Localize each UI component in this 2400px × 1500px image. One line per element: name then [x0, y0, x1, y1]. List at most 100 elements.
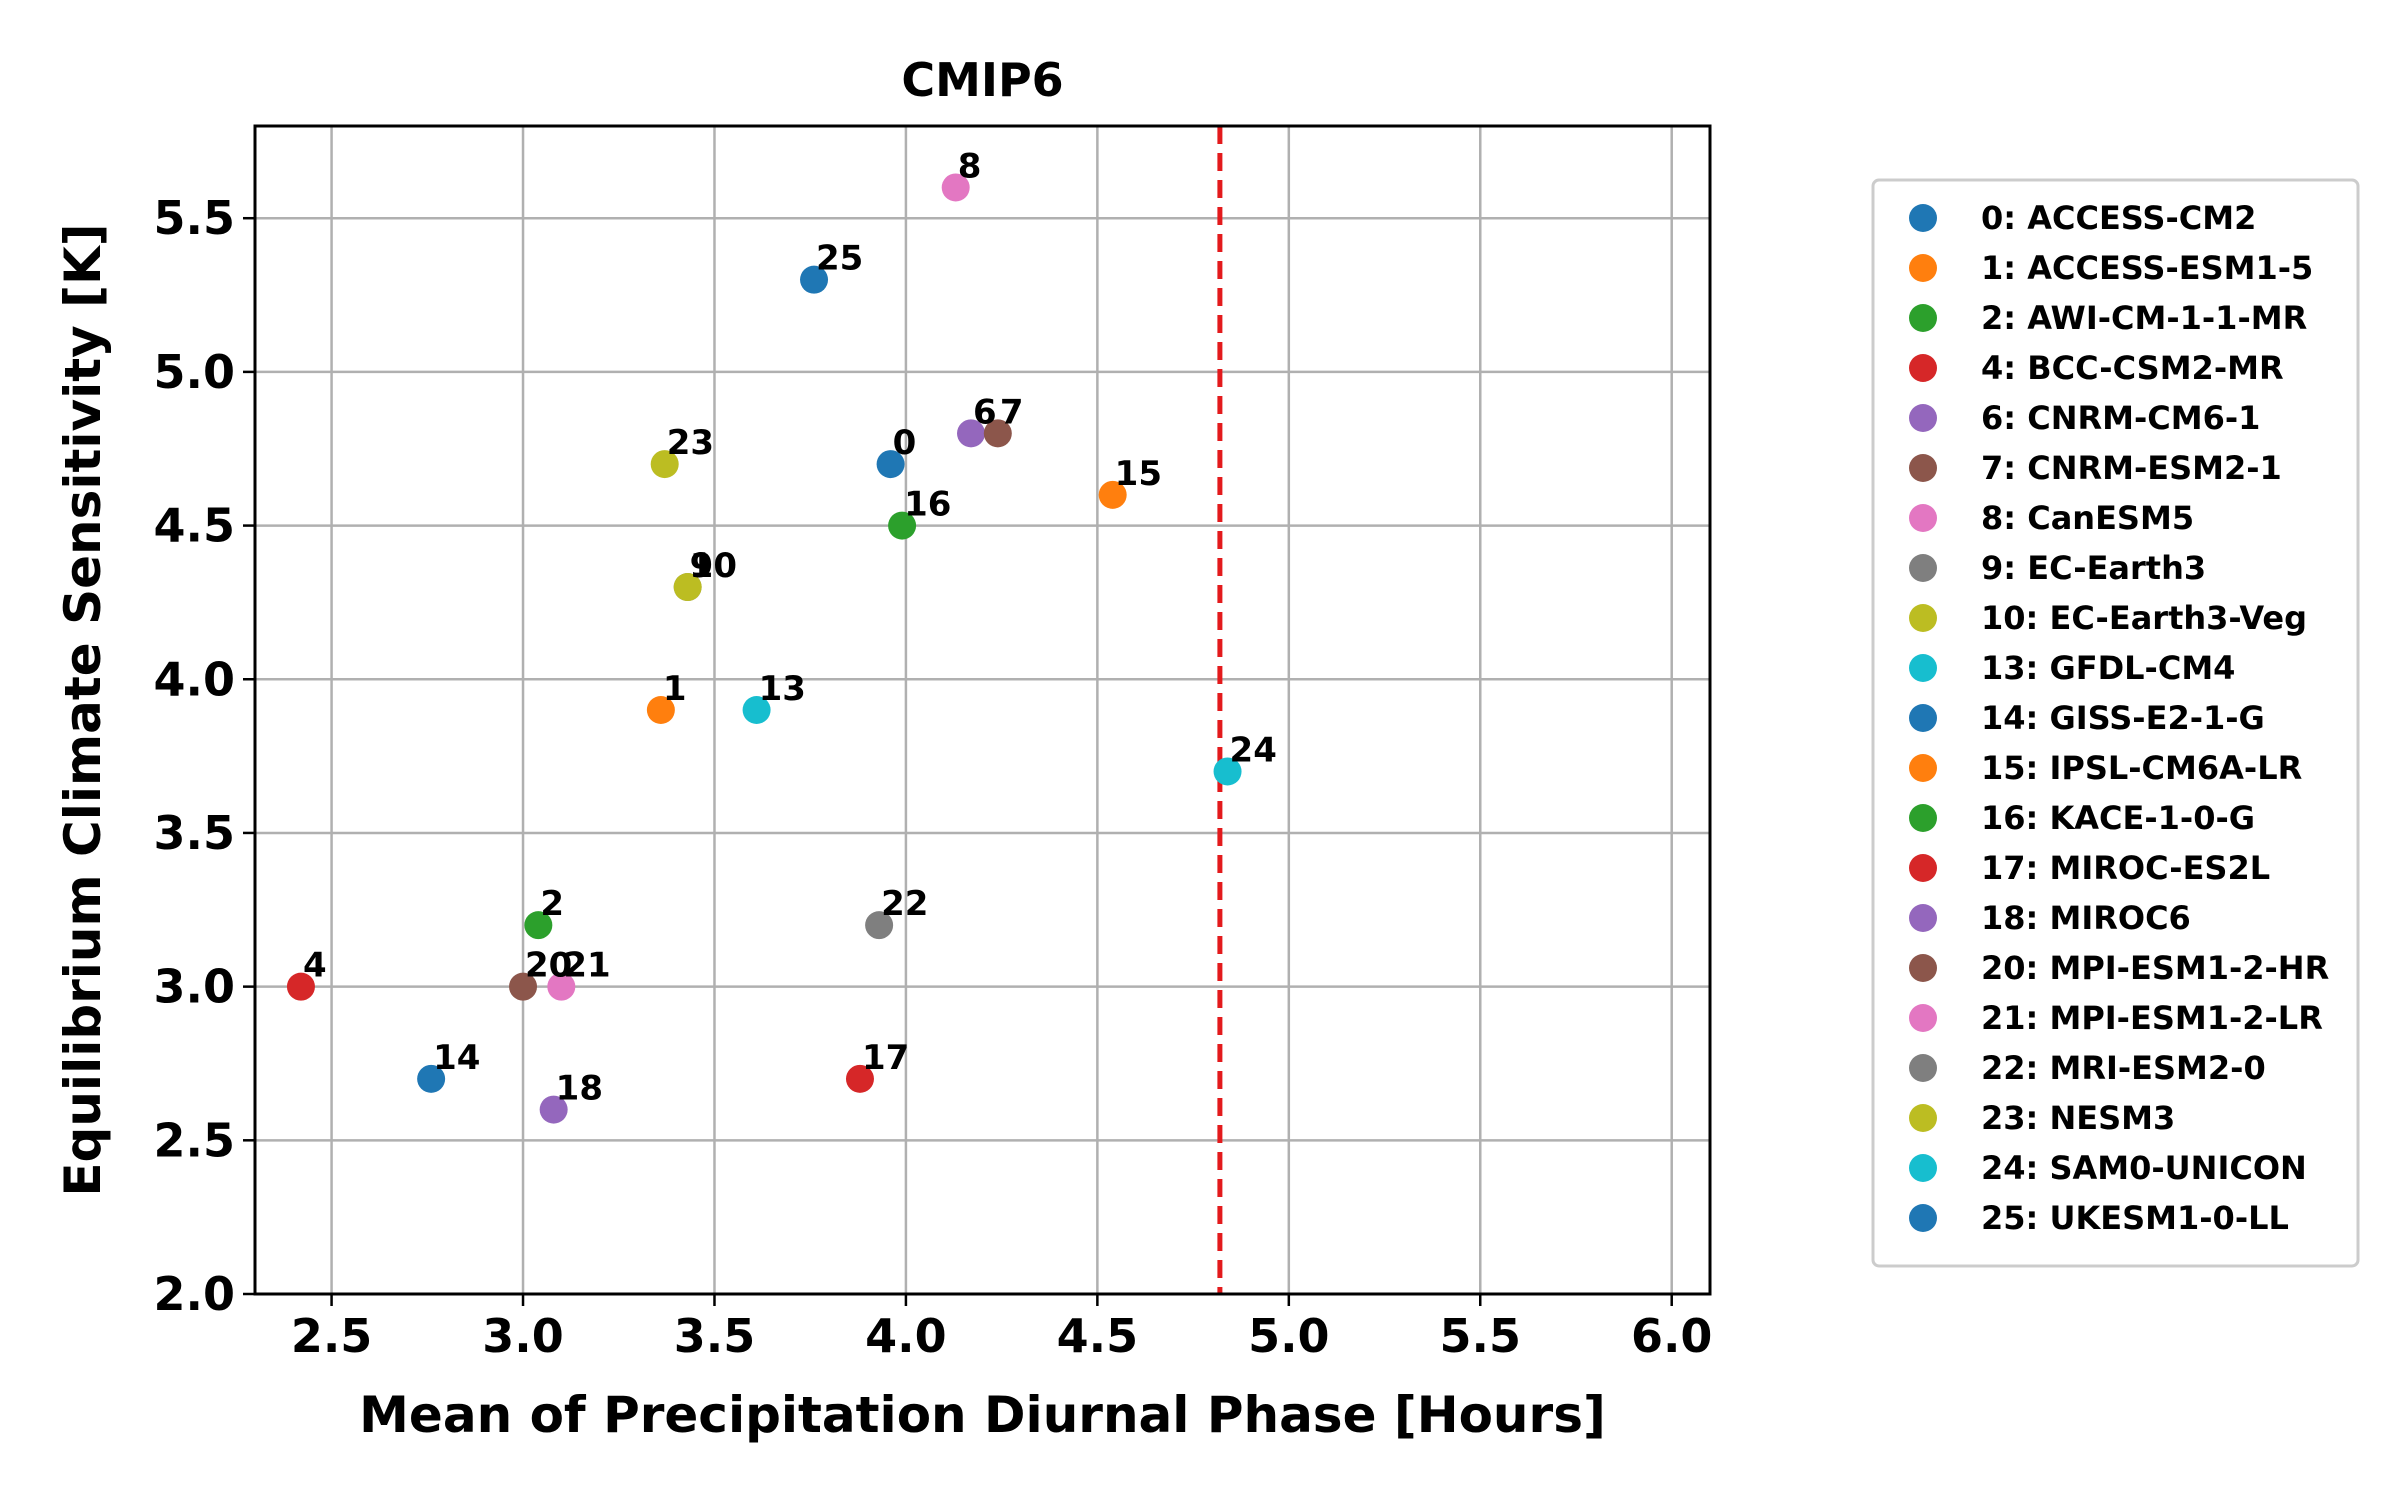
legend-entry-1: 1: ACCESS-ESM1-5: [1981, 249, 2313, 287]
point-label-7: 7: [1000, 392, 1024, 432]
legend-marker-18: [1909, 904, 1937, 932]
data-point-25: [800, 265, 829, 294]
legend-entry-6: 6: CNRM-CM6-1: [1981, 399, 2260, 437]
legend-entry-20: 20: MPI-ESM1-2-HR: [1981, 949, 2329, 987]
legend-entry-8: 8: CanESM5: [1981, 499, 2194, 537]
legend-entry-16: 16: KACE-1-0-G: [1981, 799, 2255, 837]
data-point-10: [673, 573, 702, 602]
legend-entry-18: 18: MIROC6: [1981, 899, 2191, 937]
point-label-15: 15: [1115, 454, 1162, 494]
legend-entry-13: 13: GFDL-CM4: [1981, 649, 2235, 687]
data-point-24: [1213, 757, 1242, 786]
data-point-20: [509, 972, 538, 1001]
data-point-2: [524, 911, 553, 940]
y-tick-label: 4.5: [154, 499, 236, 553]
legend-marker-22: [1909, 1054, 1937, 1082]
data-point-14: [417, 1064, 446, 1093]
data-point-8: [941, 173, 970, 202]
legend-marker-17: [1909, 854, 1937, 882]
legend-marker-1: [1909, 254, 1937, 282]
legend: 0: ACCESS-CM2 1: ACCESS-ESM1-5 2: AWI-CM-1…: [1871, 178, 2360, 1268]
data-point-22: [865, 911, 894, 940]
point-label-9: 9: [690, 546, 714, 586]
point-label-2: 2: [540, 884, 564, 924]
legend-marker-15: [1909, 754, 1937, 782]
legend-marker-21: [1909, 1004, 1937, 1032]
y-tick-label: 2.5: [154, 1113, 236, 1167]
legend-entry-9: 9: EC-Earth3: [1981, 549, 2206, 587]
x-tick-label: 5.0: [1248, 1309, 1330, 1363]
point-label-22: 22: [881, 884, 928, 924]
legend-items: 0: ACCESS-CM2 1: ACCESS-ESM1-5 2: AWI-CM-1…: [1909, 199, 2329, 1237]
x-axis-label: Mean of Precipitation Diurnal Phase [Hou…: [359, 1386, 1606, 1444]
y-tick-label: 3.0: [154, 960, 236, 1014]
legend-entry-0: 0: ACCESS-CM2: [1981, 199, 2256, 237]
y-tick-label: 5.0: [154, 345, 236, 399]
legend-entry-24: 24: SAM0-UNICON: [1981, 1149, 2307, 1187]
legend-entry-10: 10: EC-Earth3-Veg: [1981, 599, 2307, 637]
point-label-20: 20: [525, 946, 572, 986]
legend-entry-25: 25: UKESM1-0-LL: [1981, 1199, 2289, 1237]
data-point-0: [876, 450, 905, 479]
data-point-13: [742, 696, 771, 724]
x-tick-label: 5.5: [1440, 1309, 1522, 1363]
point-label-4: 4: [303, 946, 327, 986]
legend-entry-21: 21: MPI-ESM1-2-LR: [1981, 999, 2323, 1037]
point-label-24: 24: [1230, 730, 1277, 770]
data-point-7: [983, 419, 1012, 448]
legend-marker-9: [1909, 554, 1937, 582]
legend-marker-13: [1909, 654, 1937, 682]
point-label-18: 18: [556, 1069, 603, 1109]
y-axis-label: Equilibrium Climate Sensitivity [K]: [54, 223, 112, 1196]
legend-marker-23: [1909, 1104, 1937, 1132]
point-label-8: 8: [958, 146, 982, 186]
x-tick-label: 4.0: [865, 1309, 947, 1363]
point-label-23: 23: [667, 423, 714, 463]
legend-entry-4: 4: BCC-CSM2-MR: [1981, 349, 2284, 387]
legend-entry-17: 17: MIROC-ES2L: [1981, 849, 2270, 887]
x-tick-label: 6.0: [1631, 1309, 1713, 1363]
point-label-6: 6: [973, 392, 997, 432]
y-tick-label: 5.5: [154, 191, 236, 245]
x-tick-label: 4.5: [1057, 1309, 1139, 1363]
point-label-17: 17: [862, 1038, 909, 1078]
point-label-13: 13: [759, 669, 806, 709]
legend-entry-23: 23: NESM3: [1981, 1099, 2175, 1137]
legend-marker-16: [1909, 804, 1937, 832]
plot-frame: [253, 124, 1712, 1296]
legend-marker-25: [1909, 1204, 1937, 1232]
data-point-16: [888, 511, 917, 540]
ticks-layer: 2.5 3.0 3.5 4.0 4.5 5.0 5.5 6.0 2.0 2.5 3.0 3.5 4.0 4…: [154, 191, 1713, 1363]
point-label-10: 10: [690, 546, 737, 586]
point-label-0: 0: [893, 423, 917, 463]
legend-entry-15: 15: IPSL-CM6A-LR: [1981, 749, 2302, 787]
point-label-21: 21: [563, 946, 610, 986]
data-point-6: [957, 419, 986, 448]
legend-marker-14: [1909, 704, 1937, 732]
data-point-18: [539, 1095, 568, 1124]
data-point-15: [1098, 480, 1127, 509]
legend-marker-7: [1909, 454, 1937, 482]
y-tick-label: 2.0: [154, 1267, 236, 1321]
legend-marker-24: [1909, 1154, 1937, 1182]
data-point-23: [650, 450, 679, 479]
point-label-25: 25: [816, 239, 863, 279]
legend-marker-0: [1909, 204, 1937, 232]
grid: [255, 126, 1710, 1296]
legend-marker-8: [1909, 504, 1937, 532]
points-layer: [286, 173, 1242, 1124]
y-tick-label: 3.5: [154, 806, 236, 860]
data-point-4: [286, 972, 315, 1001]
x-tick-label: 2.5: [291, 1309, 373, 1363]
x-tick-label: 3.5: [674, 1309, 756, 1363]
chart-title: CMIP6: [901, 53, 1063, 107]
legend-entry-22: 22: MRI-ESM2-0: [1981, 1049, 2266, 1087]
legend-entry-7: 7: CNRM-ESM2-1: [1981, 449, 2282, 487]
point-label-1: 1: [663, 669, 687, 709]
legend-box: [1871, 178, 2360, 1268]
point-label-14: 14: [433, 1038, 480, 1078]
data-point-21: [547, 972, 576, 1001]
legend-marker-4: [1909, 354, 1937, 382]
